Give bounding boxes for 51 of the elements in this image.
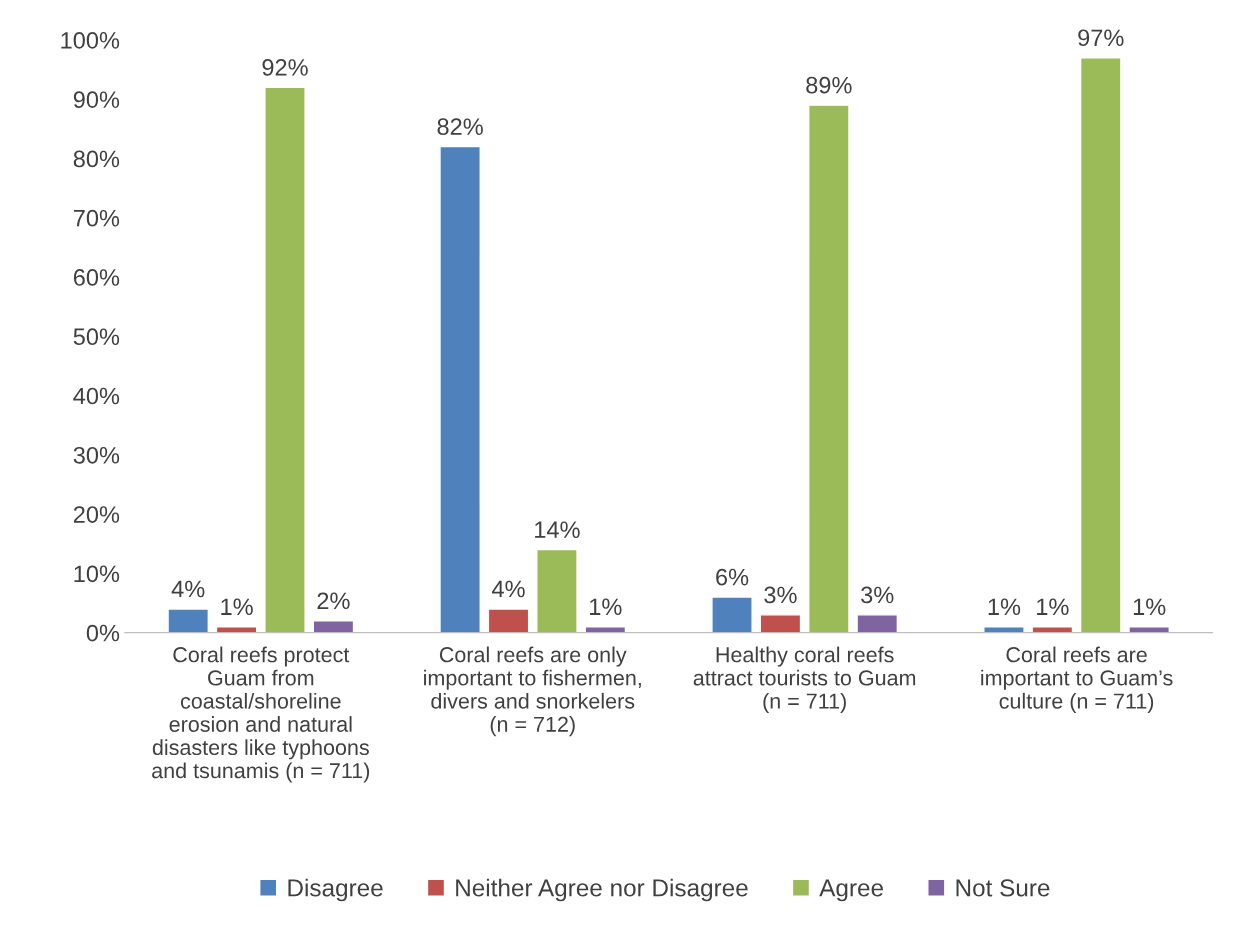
- x-tick-label: Coral reefs are only important to fishermen, divers and snorkelers (n = 712): [424, 646, 641, 737]
- y-tick-label: 70%: [73, 209, 120, 227]
- bar: [1079, 57, 1122, 633]
- bar: [983, 626, 1025, 633]
- y-tick-label: 0%: [86, 624, 120, 642]
- y-tick-label: 100%: [61, 32, 120, 49]
- legend-label: Disagree: [288, 878, 383, 902]
- y-tick-label: 20%: [73, 506, 120, 523]
- legend-label: Agree: [819, 879, 883, 902]
- y-tick-label: 80%: [73, 150, 120, 168]
- x-tick-label: Coral reefs protect Guam from coastal/shoreline erosion and natural disasters like typhoons and tsunamis (n = 711): [152, 646, 370, 783]
- bar: [584, 626, 627, 633]
- data-label: 3%: [764, 586, 797, 604]
- legend-label: Neither Agree nor Disagree: [456, 878, 748, 902]
- data-label: 82%: [437, 118, 483, 136]
- y-tick-label: 10%: [74, 565, 120, 583]
- legend-label: Not Sure: [956, 879, 1050, 897]
- bar: [487, 608, 530, 633]
- bar: [536, 548, 578, 633]
- data-label: 6%: [716, 568, 749, 586]
- data-label: 1%: [221, 598, 253, 616]
- bar: [711, 596, 753, 633]
- data-label: 89%: [806, 76, 852, 94]
- bar: [439, 145, 481, 633]
- y-tick-label: 90%: [73, 91, 120, 108]
- data-label: 1%: [1037, 598, 1069, 616]
- bar: [215, 626, 258, 633]
- bar: [312, 620, 355, 633]
- data-label: 14%: [535, 521, 580, 538]
- y-tick-label: 50%: [73, 328, 120, 346]
- data-label: 1%: [988, 598, 1021, 616]
- y-tick-label: 30%: [73, 446, 120, 464]
- bar: [1128, 626, 1170, 633]
- data-label: 1%: [590, 598, 622, 616]
- data-label: 97%: [1078, 29, 1124, 47]
- data-label: 4%: [171, 580, 205, 598]
- bar: [759, 614, 802, 633]
- data-label: 1%: [1133, 598, 1166, 616]
- bar: [808, 104, 850, 633]
- bar: [167, 608, 210, 633]
- y-tick-label: 40%: [73, 387, 120, 405]
- data-label: 92%: [262, 59, 308, 76]
- data-label: 3%: [861, 586, 894, 604]
- data-label: 4%: [491, 580, 525, 598]
- bar: [264, 86, 306, 633]
- bar: [856, 614, 899, 633]
- x-tick-label: Coral reefs are important to Guam’s culture (n = 711): [981, 646, 1173, 713]
- x-tick-label: Healthy coral reefs attract tourists to Guam (n = 711): [693, 646, 916, 713]
- data-label: 2%: [317, 592, 350, 610]
- y-tick-label: 60%: [73, 269, 120, 286]
- bar: [1031, 626, 1074, 633]
